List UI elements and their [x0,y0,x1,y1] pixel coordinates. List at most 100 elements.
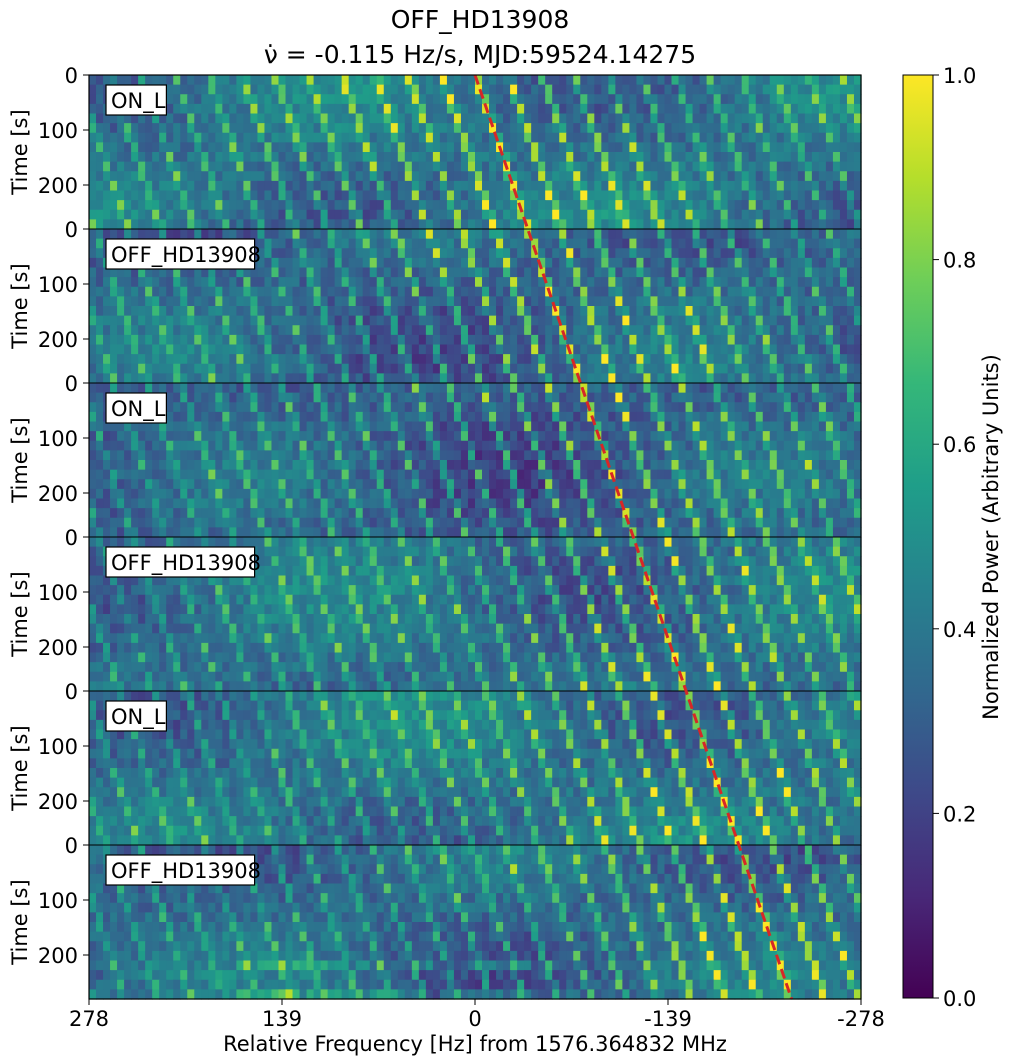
heatmap-cell [622,200,630,211]
heatmap-cell [769,209,778,220]
heatmap-cell [334,257,343,269]
heatmap-cell [390,277,399,288]
heatmap-cell [257,200,266,211]
heatmap-cell [594,411,602,423]
heatmap-cell [110,190,118,201]
heatmap-cell [152,229,160,240]
heatmap-cell [194,103,202,115]
heatmap-cell [327,315,336,326]
heatmap-cell [825,180,834,192]
heatmap-cell [580,257,588,269]
heatmap-cell [510,103,518,115]
heatmap-cell [762,257,771,269]
heatmap-cell [657,277,666,288]
heatmap-cell [145,219,153,230]
heatmap-cell [713,113,722,124]
heatmap-cell [236,315,244,326]
heatmap-cell [320,229,329,240]
heatmap-cell [173,84,181,95]
heatmap-cell [355,103,364,115]
heatmap-cell [208,286,216,297]
heatmap-cell [173,94,181,105]
heatmap-cell [222,373,230,384]
heatmap-cell [453,180,462,192]
heatmap-cell [804,354,813,365]
heatmap-cell [804,75,813,86]
heatmap-cell [629,248,638,259]
heatmap-cell [306,152,315,163]
heatmap-cell [713,488,722,500]
heatmap-cell [320,411,329,423]
heatmap-cell [320,219,329,230]
heatmap-cell [622,84,630,95]
heatmap-cell [762,94,771,105]
heatmap-cell [510,238,518,249]
heatmap-cell [355,488,364,500]
heatmap-cell [320,392,329,403]
heatmap-cell [397,460,406,471]
heatmap-cell [517,286,525,297]
heatmap-cell [334,277,343,288]
heatmap-cell [776,257,785,269]
heatmap-cell [734,315,743,326]
heatmap-cell [636,219,645,230]
heatmap-cell [264,440,273,451]
heatmap-cell [306,267,315,278]
heatmap-cell [769,306,778,317]
heatmap-cell [355,469,364,480]
heatmap-cell [538,460,546,471]
heatmap-cell [208,75,216,86]
heatmap-cell [355,94,364,105]
heatmap-cell [404,142,413,153]
heatmap-cell [299,200,308,211]
heatmap-cell [257,325,266,336]
heatmap-cell [811,190,820,201]
heatmap-cell [390,354,399,365]
heatmap-cell [629,219,638,230]
heatmap-cell [215,229,223,240]
heatmap-cell [110,363,118,374]
heatmap-cell [432,296,441,307]
heatmap-cell [559,373,567,384]
heatmap-cell [601,402,609,413]
heatmap-cell [404,383,413,394]
heatmap-cell [208,325,216,336]
heatmap-cell [222,171,230,182]
heatmap-cell [411,431,420,442]
heatmap-cell [187,363,195,374]
heatmap-cell [531,402,539,413]
heatmap-cell [180,411,188,423]
heatmap-cell [110,296,118,307]
heatmap-cell [524,209,532,220]
heatmap-cell [804,257,813,269]
heatmap-cell [159,334,167,346]
heatmap-cell [439,190,448,201]
heatmap-cell [727,479,736,490]
heatmap-cell [460,411,469,423]
heatmap-cell [496,94,504,105]
heatmap-cell [376,421,385,432]
heatmap-cell [173,171,181,182]
heatmap-cell [236,440,244,451]
heatmap-cell [334,94,343,105]
heatmap-cell [334,334,343,346]
heatmap-cell [173,306,181,317]
heatmap-cell [376,161,385,172]
heatmap-cell [608,238,616,249]
heatmap-cell [531,200,539,211]
heatmap-cell [236,460,244,471]
heatmap-cell [853,103,862,115]
heatmap-cell [138,334,146,346]
heatmap-cell [313,363,322,374]
heatmap-cell [257,508,266,519]
heatmap-cell [475,334,483,346]
heatmap-cell [320,257,329,269]
heatmap-cell [222,123,230,134]
heatmap-cell [404,238,413,249]
heatmap-cell [552,229,560,240]
heatmap-cell [811,75,820,86]
heatmap-cell [285,440,294,451]
heatmap-cell [439,142,448,153]
heatmap-cell [804,498,813,509]
heatmap-cell [496,392,504,403]
